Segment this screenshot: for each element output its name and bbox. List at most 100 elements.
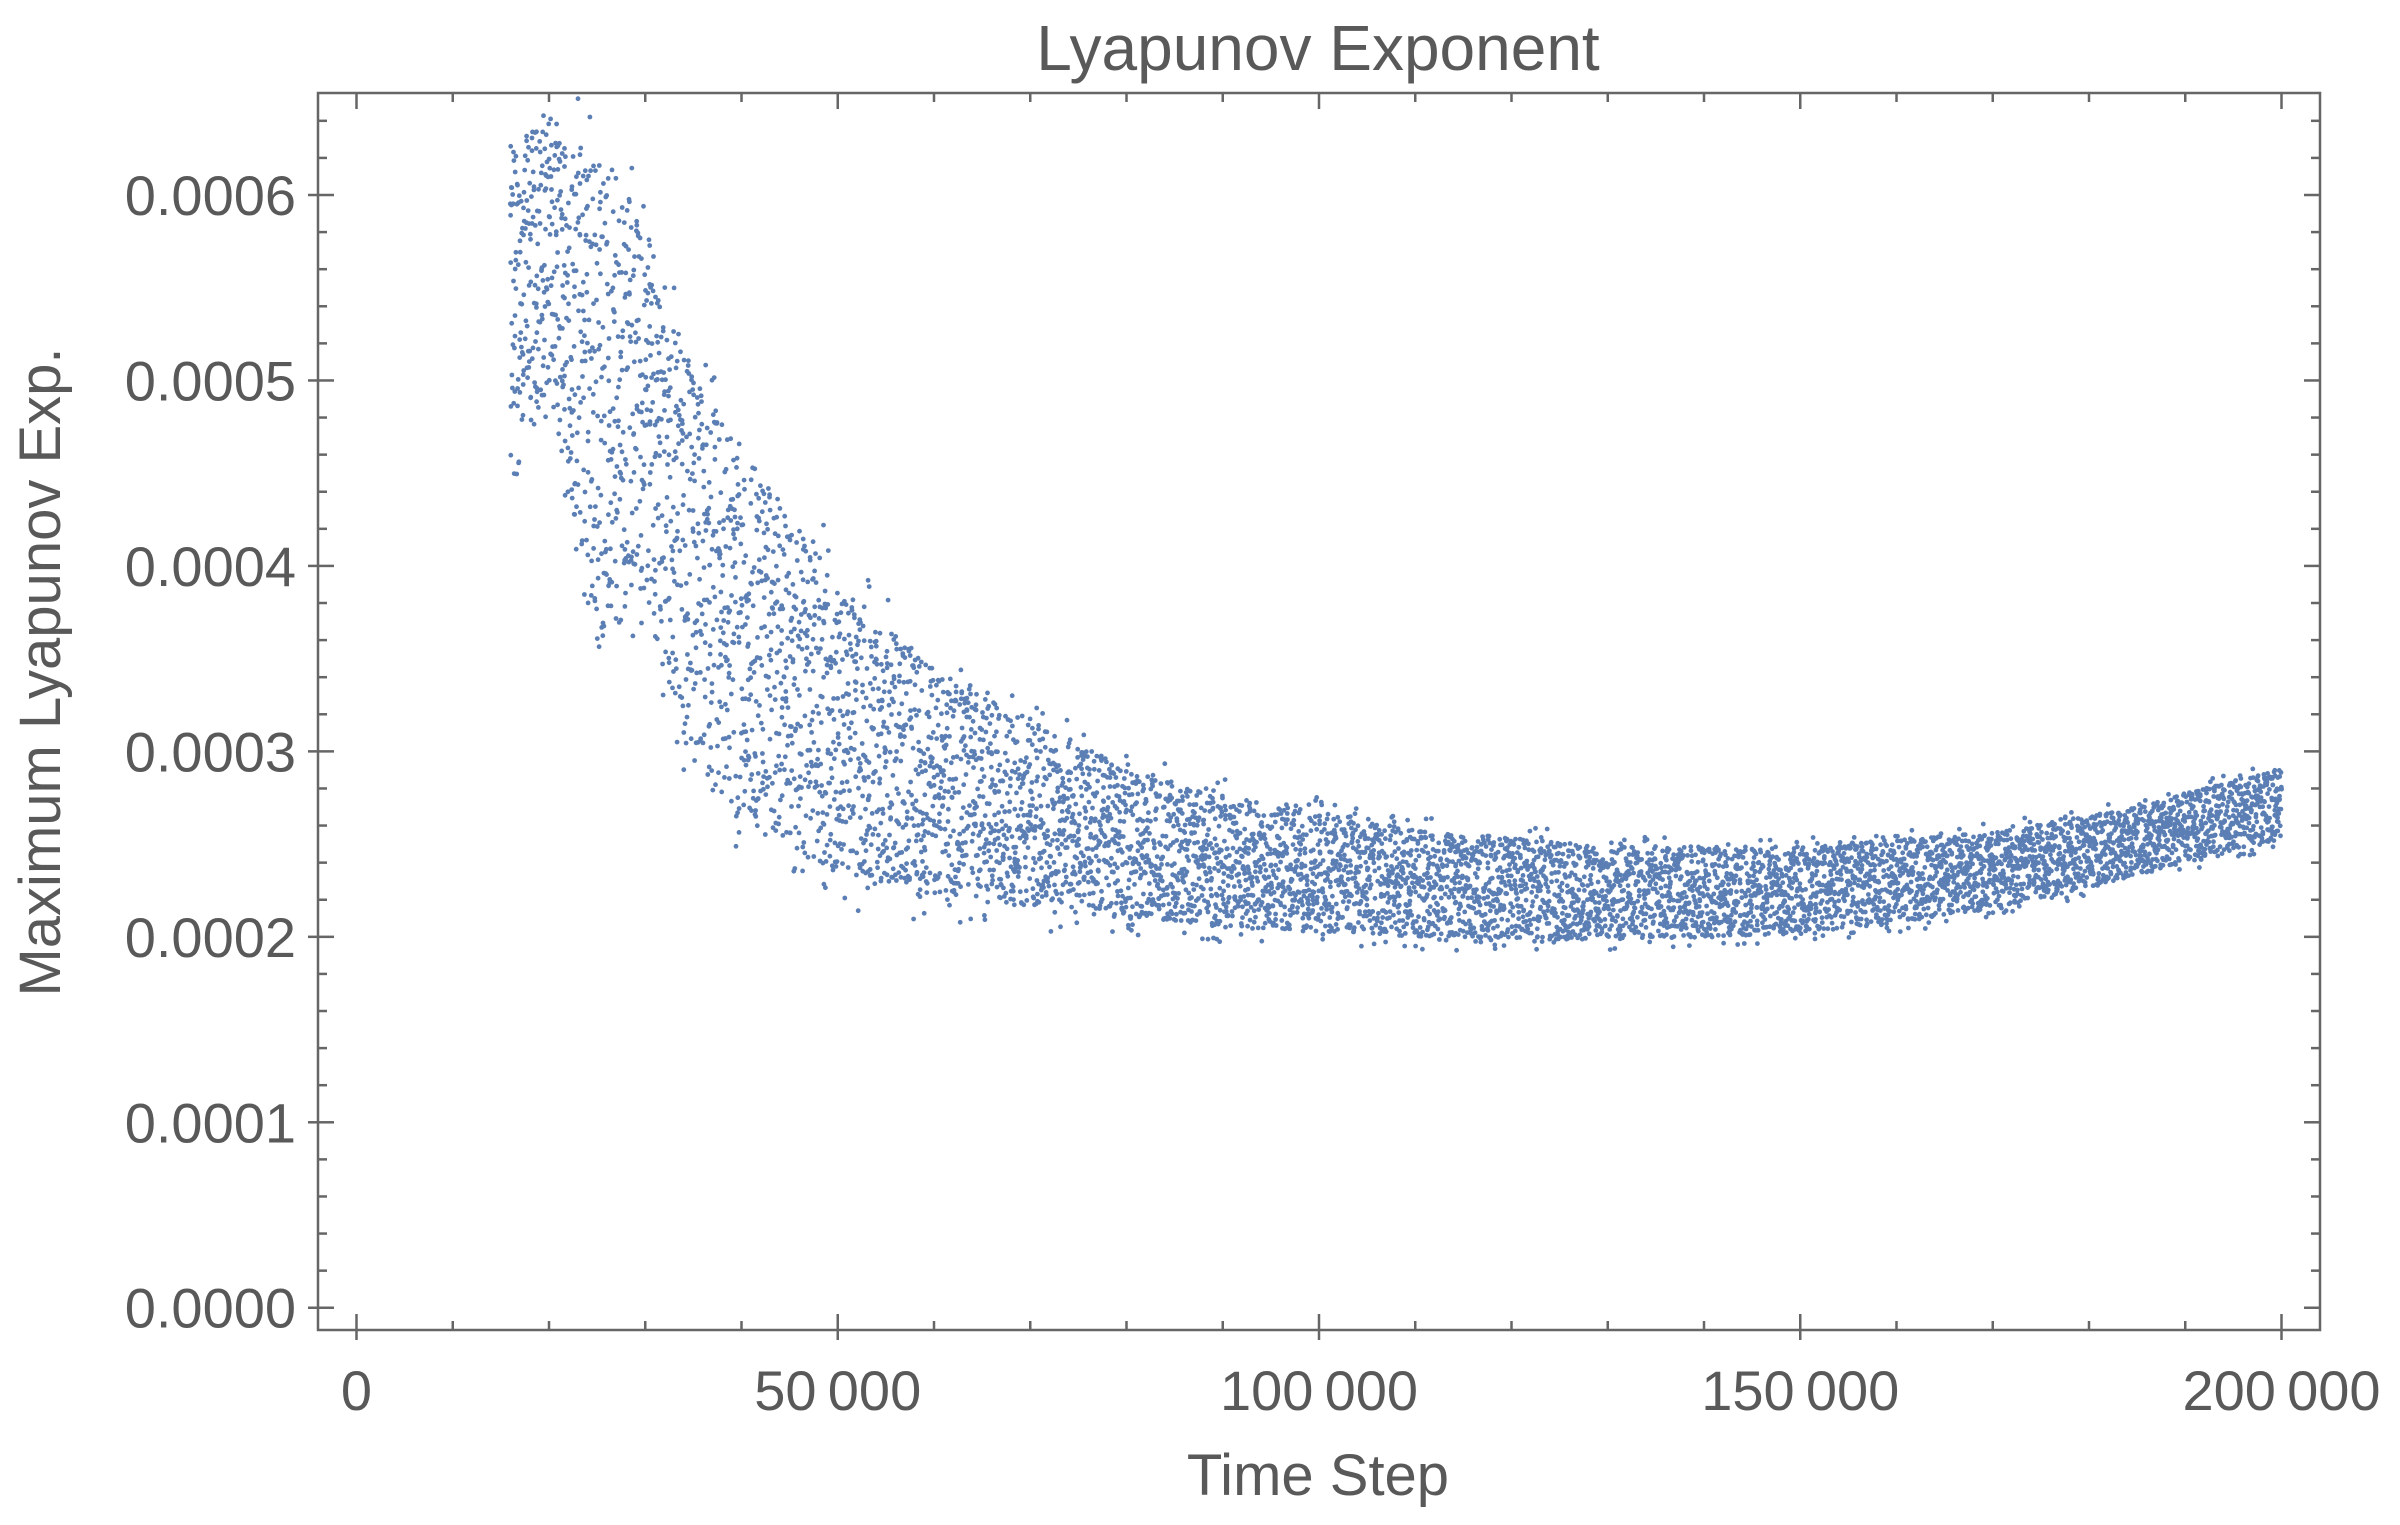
scatter-point — [1152, 845, 1157, 851]
scatter-point — [681, 493, 686, 498]
scatter-point — [1396, 910, 1402, 915]
scatter-point — [1037, 793, 1043, 798]
scatter-point — [735, 520, 740, 526]
scatter-point — [1035, 891, 1040, 897]
scatter-point — [964, 708, 970, 713]
scatter-point — [816, 747, 821, 753]
scatter-point — [757, 655, 763, 661]
scatter-point — [1491, 904, 1496, 909]
scatter-point — [1462, 934, 1468, 940]
scatter-point — [579, 339, 585, 345]
scatter-point — [877, 630, 883, 636]
scatter-point — [1186, 890, 1192, 896]
scatter-point — [568, 450, 574, 455]
scatter-point — [1442, 914, 1447, 920]
scatter-point — [574, 458, 580, 464]
scatter-point — [1099, 896, 1105, 902]
scatter-point — [1029, 742, 1035, 748]
scatter-point — [1160, 902, 1166, 908]
scatter-point — [941, 773, 947, 778]
scatter-point — [1260, 925, 1266, 931]
scatter-point — [1413, 857, 1419, 863]
scatter-point — [1078, 784, 1084, 790]
scatter-point — [998, 882, 1004, 887]
scatter-point — [973, 707, 979, 713]
scatter-point — [748, 501, 754, 506]
scatter-point — [760, 751, 765, 756]
scatter-point — [1032, 835, 1038, 841]
scatter-point — [612, 418, 618, 424]
scatter-point — [735, 482, 741, 487]
scatter-point — [780, 606, 786, 612]
scatter-point — [793, 606, 799, 612]
scatter-point — [910, 801, 915, 807]
scatter-point — [534, 385, 540, 391]
scatter-point — [1577, 932, 1583, 938]
scatter-point — [1292, 897, 1298, 902]
scatter-point — [1067, 737, 1073, 743]
scatter-point — [888, 662, 894, 668]
scatter-point — [1001, 851, 1006, 857]
scatter-point — [517, 355, 523, 360]
scatter-point — [540, 363, 546, 369]
scatter-point — [582, 518, 588, 524]
scatter-point — [1380, 915, 1386, 920]
scatter-point — [1421, 849, 1426, 854]
scatter-point — [973, 823, 978, 829]
scatter-point — [1169, 795, 1175, 801]
scatter-point — [1255, 925, 1261, 931]
scatter-point — [825, 548, 831, 553]
scatter-point — [1489, 847, 1494, 852]
scatter-point — [676, 684, 682, 690]
scatter-point — [840, 806, 846, 812]
scatter-point — [783, 658, 789, 664]
scatter-point — [924, 890, 930, 895]
scatter-point — [581, 395, 586, 401]
scatter-point — [1522, 845, 1528, 851]
scatter-point — [546, 377, 552, 383]
scatter-point — [661, 370, 667, 375]
scatter-point — [965, 700, 971, 706]
scatter-point — [562, 164, 567, 169]
scatter-point — [847, 815, 853, 820]
scatter-point — [660, 328, 666, 334]
scatter-point — [867, 825, 873, 831]
scatter-point — [1212, 816, 1218, 822]
scatter-point — [873, 769, 878, 774]
scatter-point — [709, 689, 715, 695]
scatter-point — [613, 616, 619, 621]
scatter-point — [1383, 910, 1389, 915]
scatter-point — [1457, 880, 1462, 886]
scatter-point — [954, 754, 960, 759]
scatter-point — [1144, 853, 1150, 858]
scatter-point — [719, 789, 725, 795]
scatter-point — [1520, 873, 1526, 878]
scatter-point — [1056, 799, 1062, 804]
scatter-point — [717, 555, 722, 561]
scatter-point — [874, 743, 879, 749]
scatter-point — [783, 587, 789, 593]
scatter-point — [1004, 870, 1010, 876]
scatter-point — [1015, 858, 1021, 863]
scatter-point — [961, 734, 967, 739]
scatter-point — [929, 692, 935, 698]
scatter-point — [945, 819, 951, 824]
scatter-point — [774, 514, 780, 520]
scatter-point — [1401, 852, 1406, 858]
scatter-point — [775, 496, 780, 502]
scatter-point — [914, 712, 919, 718]
scatter-point — [610, 406, 616, 411]
scatter-point — [967, 683, 973, 688]
scatter-point — [1317, 818, 1322, 823]
scatter-point — [1119, 900, 1124, 906]
scatter-point — [994, 884, 1000, 890]
scatter-point — [566, 200, 571, 206]
scatter-point — [1202, 808, 1208, 813]
scatter-point — [1442, 891, 1448, 897]
scatter-point — [1481, 896, 1487, 901]
scatter-point — [930, 755, 935, 761]
scatter-point — [772, 581, 777, 586]
scatter-point — [1149, 862, 1155, 868]
scatter-point — [1353, 827, 1358, 833]
scatter-point — [670, 634, 676, 640]
